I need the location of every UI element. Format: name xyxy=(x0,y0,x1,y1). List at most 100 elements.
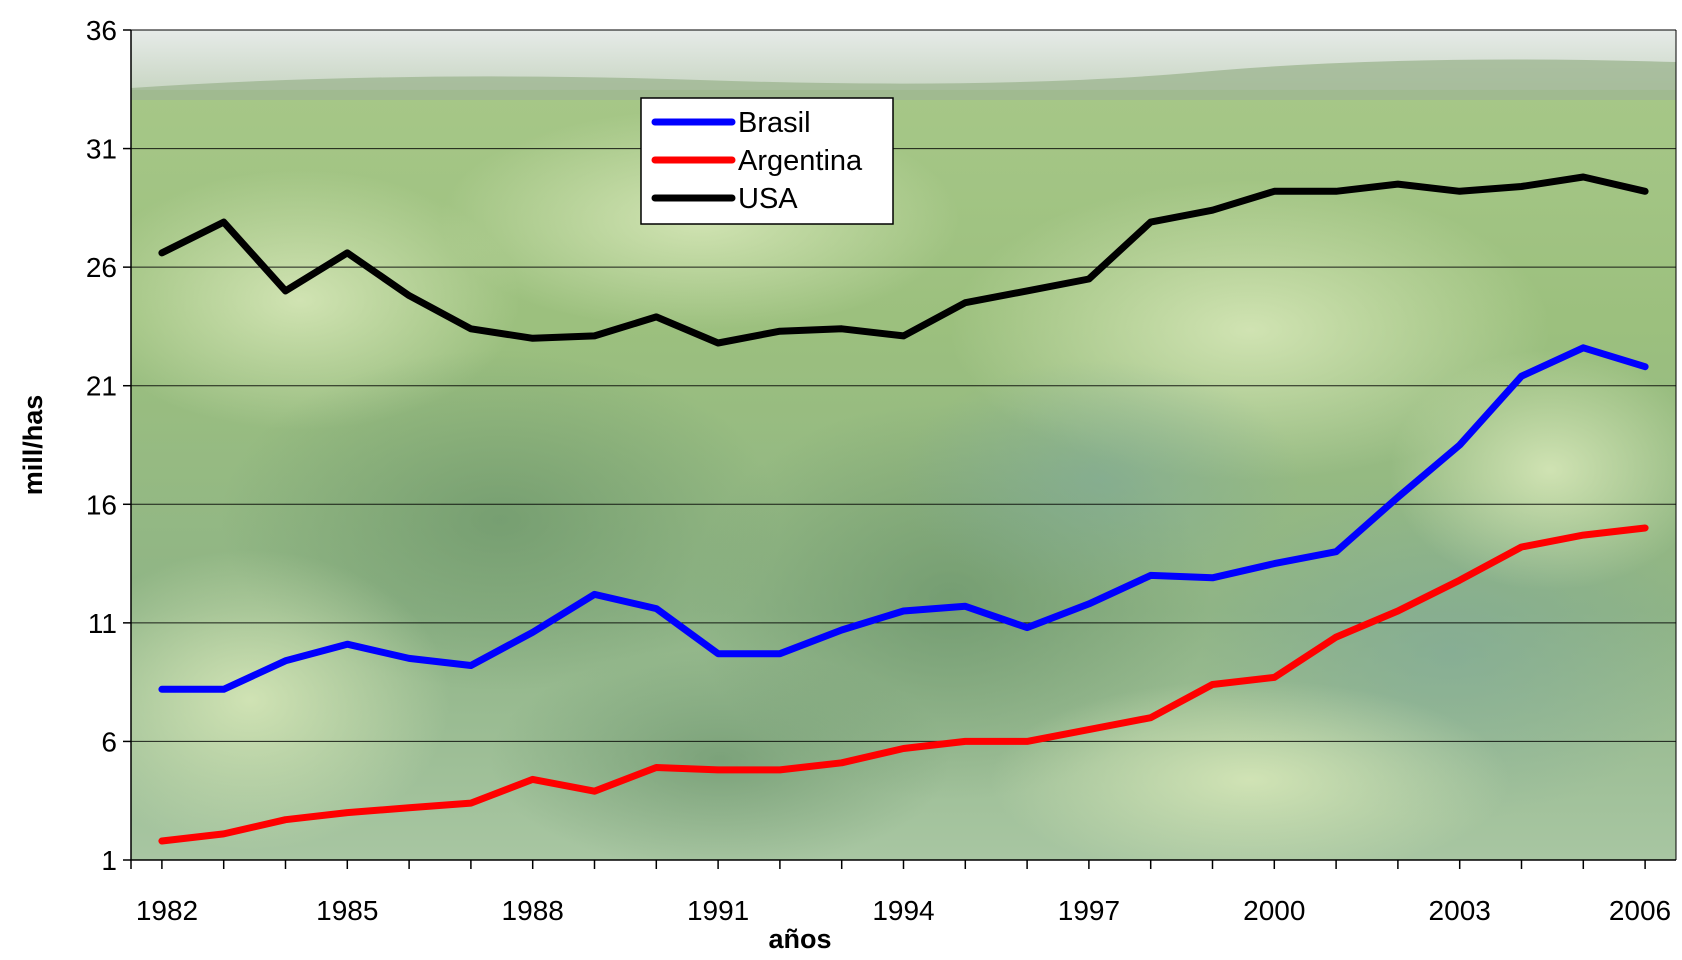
data-point xyxy=(1333,634,1339,640)
x-tick-label: 2006 xyxy=(1609,895,1671,926)
x-tick-label: 1997 xyxy=(1058,895,1120,926)
data-point xyxy=(715,651,721,657)
data-point xyxy=(1519,184,1524,190)
data-point xyxy=(221,831,227,837)
x-axis-label: años xyxy=(768,924,831,954)
data-point xyxy=(283,658,288,664)
y-tick-label: 1 xyxy=(101,845,117,876)
data-point xyxy=(1395,608,1401,614)
legend-label: USA xyxy=(738,183,798,215)
y-tick-label: 11 xyxy=(88,608,117,639)
data-point xyxy=(468,326,474,332)
y-tick-label: 16 xyxy=(86,489,117,520)
data-point xyxy=(221,686,227,692)
data-point xyxy=(1271,188,1277,194)
data-point xyxy=(1333,188,1339,194)
data-point xyxy=(1395,181,1401,187)
data-point xyxy=(839,326,845,332)
data-point xyxy=(1086,601,1092,607)
data-point xyxy=(592,788,597,794)
data-point xyxy=(344,250,350,256)
data-point xyxy=(1271,674,1277,680)
data-point xyxy=(1333,549,1339,555)
data-point xyxy=(468,663,474,669)
series-usa xyxy=(158,173,1649,347)
data-point xyxy=(159,686,165,692)
y-tick-label: 21 xyxy=(86,371,117,402)
horizontal-gridlines xyxy=(131,148,1676,742)
series-brasil xyxy=(158,344,1649,693)
data-point xyxy=(1210,682,1215,688)
data-point xyxy=(344,810,350,816)
data-point xyxy=(653,314,659,320)
data-point xyxy=(530,335,536,341)
data-point xyxy=(1148,219,1154,225)
data-point xyxy=(839,627,845,633)
x-tick-label: 2000 xyxy=(1243,895,1305,926)
data-point xyxy=(1519,373,1524,379)
y-tick-label: 26 xyxy=(86,252,117,283)
series-argentina xyxy=(158,524,1649,845)
data-point xyxy=(1457,442,1463,448)
data-point xyxy=(1024,625,1030,631)
data-point xyxy=(777,767,783,773)
legend-label: Brasil xyxy=(738,107,811,139)
data-point xyxy=(1271,561,1277,567)
data-point xyxy=(406,293,412,299)
legend: Brasil Argentina USA xyxy=(640,97,894,225)
data-point xyxy=(962,603,968,609)
data-point xyxy=(1642,525,1648,531)
data-point xyxy=(777,328,783,334)
data-point xyxy=(1457,188,1463,194)
data-point xyxy=(592,333,597,339)
data-point xyxy=(653,606,659,612)
data-point xyxy=(1642,364,1648,370)
data-point xyxy=(1642,188,1648,194)
legend-item: USA xyxy=(651,183,798,215)
data-point xyxy=(962,300,968,306)
data-point xyxy=(1148,715,1154,721)
data-point xyxy=(283,288,288,294)
data-point xyxy=(1580,174,1586,180)
legend-item: Argentina xyxy=(651,145,863,177)
data-point xyxy=(344,641,350,647)
data-point xyxy=(962,738,968,744)
data-point xyxy=(1210,575,1215,581)
data-point xyxy=(221,219,227,225)
data-point xyxy=(159,250,165,256)
data-point xyxy=(283,817,288,823)
y-tick-label: 36 xyxy=(86,15,117,46)
data-point xyxy=(1580,532,1586,538)
data-point xyxy=(530,629,536,635)
x-axis-ticks: 1982 1985 1988 1991 1994 1997 2000 2003 2006 xyxy=(130,860,1671,926)
data-point xyxy=(1395,494,1401,500)
data-point xyxy=(715,340,721,346)
data-point xyxy=(1148,572,1154,578)
data-point xyxy=(901,746,906,752)
data-point xyxy=(159,838,165,844)
data-point xyxy=(1086,276,1092,282)
data-point xyxy=(1086,727,1092,733)
legend-label: Argentina xyxy=(738,145,863,177)
x-tick-label: 1982 xyxy=(136,895,198,926)
y-tick-label: 31 xyxy=(86,134,117,165)
data-point xyxy=(530,776,536,782)
data-point xyxy=(1024,738,1030,744)
y-axis-label: mill/has xyxy=(18,395,48,496)
data-point xyxy=(406,805,412,811)
data-point xyxy=(653,765,659,771)
data-point xyxy=(1024,288,1030,294)
legend-item: Brasil xyxy=(651,107,811,139)
data-point xyxy=(715,767,721,773)
data-point xyxy=(839,760,845,766)
data-point xyxy=(901,608,906,614)
x-tick-label: 1985 xyxy=(316,895,378,926)
data-point xyxy=(592,591,597,597)
data-point xyxy=(406,655,412,661)
x-tick-label: 1991 xyxy=(687,895,749,926)
x-tick-label: 1994 xyxy=(872,895,934,926)
data-point xyxy=(468,800,474,806)
